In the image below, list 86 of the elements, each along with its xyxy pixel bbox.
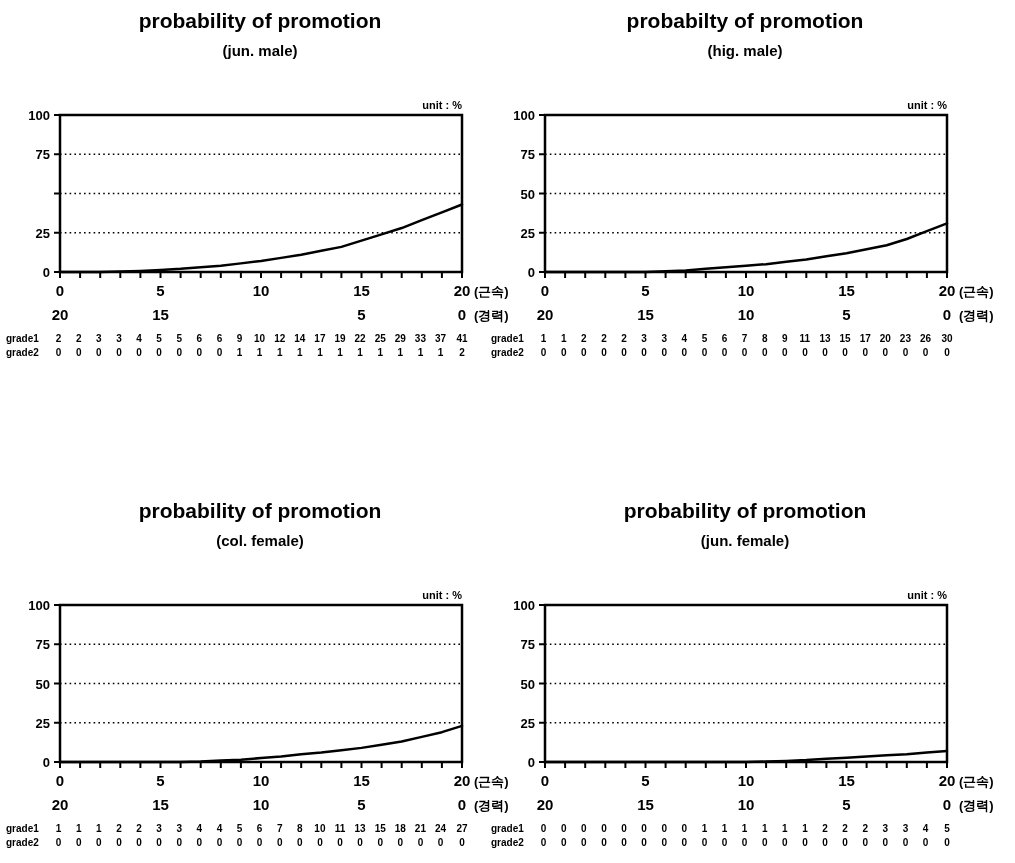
x2-tick-label: 15 [152,306,169,323]
x2-tick-label: 20 [51,306,69,323]
x2-tick-label: 20 [536,796,554,813]
text: grade1 1 1 2 2 2 3 3 4 5 6 7 8 9 11 13 15 17 20 23 26 30 [491,333,953,344]
x-axis-title: (근속) [959,284,994,299]
y-tick-label: 100 [513,598,535,613]
x2-tick-label: 5 [842,306,851,323]
x-axis-title: (근속) [959,774,994,789]
y-tick-label: 100 [513,108,535,123]
y-tick-label: 0 [527,755,535,770]
text: grade2 0 0 0 0 0 0 0 0 0 0 0 0 0 0 0 0 0 0 0 0 0 [491,347,950,358]
x-tick-label: 10 [252,772,270,789]
text: unit : % [422,99,463,111]
y-tick-label: 25 [35,225,50,241]
x-axis-title: (근속) [474,284,509,299]
y-tick-label: 25 [520,715,535,731]
x-tick-label: 20 [938,282,956,299]
y-tick-label: 75 [35,637,50,653]
y-tick-label: 100 [28,108,50,123]
x-tick-label: 15 [353,772,370,789]
text: grade1 0 0 0 0 0 0 0 0 1 1 1 1 1 1 2 2 2 3 3 4 5 [491,823,950,834]
chart-subtitle: (col. female) [216,532,304,549]
x2-tick-label: 0 [457,306,467,323]
x-tick-label: 10 [252,282,270,299]
x2-tick-label: 10 [252,796,270,813]
chart-title: probability of promotion [138,9,382,32]
x2-tick-label: 10 [737,306,755,323]
y-tick-label: 25 [520,225,535,241]
chart-subtitle: (jun. female) [700,532,790,549]
x-tick-label: 5 [156,772,165,789]
x-tick-label: 0 [55,282,65,299]
x2-tick-label: 5 [357,796,366,813]
x2-tick-label: 0 [942,796,952,813]
x2-axis-title: (경력) [959,308,994,323]
chart-title: probabilty of promotion [626,9,864,32]
x-tick-label: 10 [737,772,755,789]
x-tick-label: 20 [938,772,956,789]
y-tick-label: 100 [28,598,50,613]
x2-axis-title: (경력) [959,798,994,813]
text: grade2 0 0 0 0 0 0 0 0 0 1 1 1 1 1 1 1 1 1 1 1 2 [6,347,465,358]
x-tick-label: 20 [453,772,471,789]
x-tick-label: 0 [540,282,550,299]
y-tick-label: 50 [520,186,535,202]
y-tick-label: 0 [42,265,50,280]
x-tick-label: 15 [838,282,855,299]
y-tick-label: 50 [35,676,50,692]
x-tick-label: 0 [540,772,550,789]
text: unit : % [422,589,463,601]
y-tick-label: 75 [520,637,535,653]
x2-tick-label: 15 [152,796,169,813]
text: grade2 0 0 0 0 0 0 0 0 0 0 0 0 0 0 0 0 0 0 0 0 0 [491,837,950,848]
chart-subtitle: (jun. male) [222,42,298,59]
x2-tick-label: 20 [51,796,69,813]
x2-tick-label: 10 [737,796,755,813]
text: grade1 2 2 3 3 4 5 5 6 6 9 10 12 14 17 19 22 25 29 33 37 41 [6,333,468,344]
text: grade1 1 1 1 2 2 3 3 4 4 5 6 7 8 10 11 13 15 18 21 24 27 [6,823,468,834]
x2-tick-label: 0 [457,796,467,813]
x2-axis-title: (경력) [474,798,509,813]
x-tick-label: 15 [838,772,855,789]
y-tick-label: 0 [42,755,50,770]
y-tick-label: 75 [35,147,50,163]
x-tick-label: 5 [641,282,650,299]
x-axis-title: (근속) [474,774,509,789]
x2-tick-label: 0 [942,306,952,323]
x2-tick-label: 5 [842,796,851,813]
text: unit : % [907,589,948,601]
chart-title: probability of promotion [623,499,867,522]
y-tick-label: 50 [520,676,535,692]
x-tick-label: 15 [353,282,370,299]
x2-tick-label: 20 [536,306,554,323]
x-tick-label: 5 [641,772,650,789]
y-tick-label: 25 [35,715,50,731]
chart-subtitle: (hig. male) [707,42,783,59]
y-tick-label: 0 [527,265,535,280]
x2-tick-label: 5 [357,306,366,323]
text: grade2 0 0 0 0 0 0 0 0 0 0 0 0 0 0 0 0 0 0 0 0 0 [6,837,465,848]
x-tick-label: 5 [156,282,165,299]
x-tick-label: 10 [737,282,755,299]
text: unit : % [907,99,948,111]
chart-title: probability of promotion [138,499,382,522]
x2-tick-label: 15 [637,796,654,813]
x2-tick-label: 15 [637,306,654,323]
x-tick-label: 0 [55,772,65,789]
y-tick-label: 75 [520,147,535,163]
x-tick-label: 20 [453,282,471,299]
x2-axis-title: (경력) [474,308,509,323]
